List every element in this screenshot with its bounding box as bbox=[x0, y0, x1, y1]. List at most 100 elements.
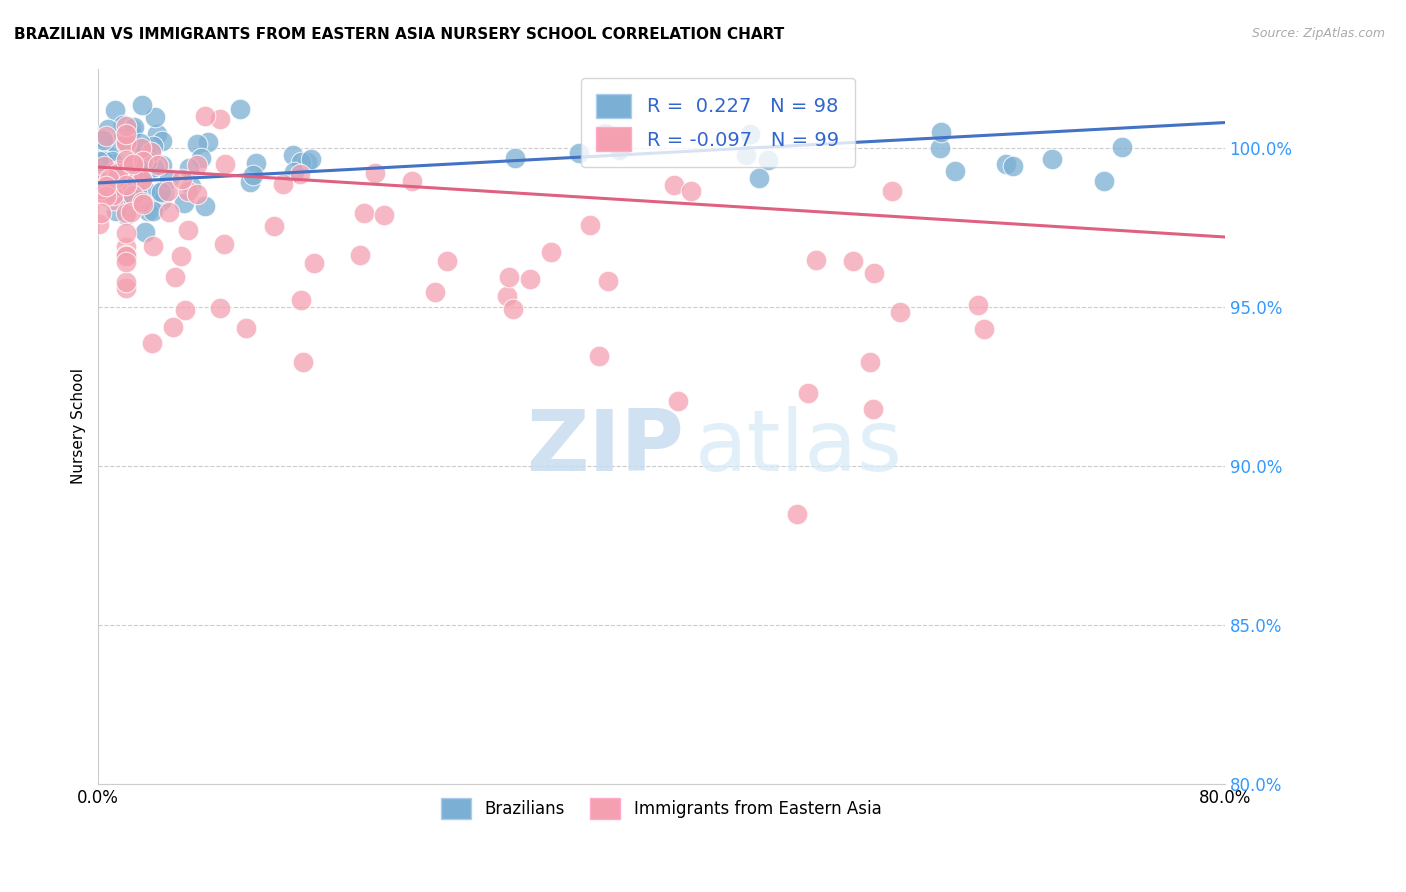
Point bbox=[163, 269, 186, 284]
Point bbox=[135, 139, 157, 153]
Point bbox=[131, 154, 153, 169]
Point bbox=[104, 136, 127, 151]
Point bbox=[105, 178, 128, 193]
Point bbox=[804, 253, 827, 268]
Point bbox=[114, 130, 136, 145]
Point bbox=[882, 184, 904, 198]
Point bbox=[610, 141, 633, 155]
Point bbox=[141, 336, 163, 351]
Point bbox=[143, 161, 166, 175]
Point bbox=[97, 184, 120, 198]
Point bbox=[129, 136, 152, 151]
Point bbox=[94, 179, 117, 194]
Point bbox=[89, 153, 111, 168]
Point bbox=[115, 120, 138, 134]
Point bbox=[967, 297, 990, 311]
Point bbox=[122, 188, 145, 202]
Point bbox=[115, 136, 138, 150]
Point bbox=[89, 176, 111, 190]
Point bbox=[134, 225, 156, 239]
Point bbox=[135, 154, 157, 169]
Point bbox=[91, 167, 114, 181]
Point bbox=[142, 239, 165, 253]
Point bbox=[136, 204, 159, 219]
Point bbox=[131, 173, 153, 187]
Point bbox=[173, 195, 195, 210]
Legend: Brazilians, Immigrants from Eastern Asia: Brazilians, Immigrants from Eastern Asia bbox=[434, 792, 889, 825]
Point bbox=[502, 301, 524, 316]
Point bbox=[146, 158, 169, 172]
Point bbox=[170, 249, 193, 263]
Point bbox=[186, 186, 208, 201]
Point bbox=[498, 269, 520, 284]
Point bbox=[401, 174, 423, 188]
Point bbox=[93, 153, 115, 168]
Point bbox=[104, 170, 127, 185]
Point bbox=[364, 166, 387, 180]
Point bbox=[162, 320, 184, 334]
Point bbox=[93, 163, 115, 178]
Point bbox=[150, 184, 173, 198]
Point bbox=[150, 158, 173, 172]
Point bbox=[131, 97, 153, 112]
Point bbox=[89, 217, 111, 231]
Point bbox=[519, 272, 541, 286]
Point bbox=[146, 127, 169, 141]
Point bbox=[107, 163, 129, 178]
Point bbox=[107, 175, 129, 189]
Point bbox=[858, 355, 880, 369]
Point bbox=[738, 128, 761, 142]
Point bbox=[607, 143, 630, 157]
Point bbox=[107, 166, 129, 180]
Point bbox=[197, 135, 219, 149]
Point bbox=[121, 155, 143, 169]
Point bbox=[290, 155, 312, 169]
Point bbox=[100, 186, 122, 201]
Point bbox=[104, 203, 127, 218]
Point bbox=[143, 111, 166, 125]
Point bbox=[186, 136, 208, 151]
Point bbox=[299, 153, 322, 167]
Point bbox=[105, 154, 128, 169]
Point bbox=[588, 349, 610, 363]
Point bbox=[503, 151, 526, 165]
Point bbox=[115, 127, 138, 141]
Point bbox=[786, 507, 808, 521]
Point bbox=[190, 151, 212, 165]
Point bbox=[239, 175, 262, 189]
Point bbox=[114, 193, 136, 207]
Point bbox=[104, 103, 127, 117]
Point bbox=[105, 177, 128, 191]
Point bbox=[242, 168, 264, 182]
Point bbox=[436, 254, 458, 268]
Point bbox=[115, 226, 138, 240]
Point bbox=[245, 156, 267, 170]
Point bbox=[114, 208, 136, 222]
Text: Source: ZipAtlas.com: Source: ZipAtlas.com bbox=[1251, 27, 1385, 40]
Point bbox=[598, 274, 620, 288]
Point bbox=[302, 256, 325, 270]
Point bbox=[94, 189, 117, 203]
Point bbox=[995, 157, 1018, 171]
Point bbox=[157, 205, 180, 219]
Point bbox=[97, 174, 120, 188]
Point bbox=[149, 194, 172, 208]
Point bbox=[756, 153, 779, 168]
Point bbox=[679, 184, 702, 198]
Point bbox=[174, 302, 197, 317]
Point bbox=[568, 146, 591, 161]
Point bbox=[152, 134, 174, 148]
Text: atlas: atlas bbox=[695, 406, 903, 489]
Point bbox=[115, 153, 138, 168]
Point bbox=[1040, 152, 1063, 166]
Point bbox=[114, 188, 136, 202]
Point bbox=[114, 178, 136, 192]
Point bbox=[593, 126, 616, 140]
Point bbox=[108, 174, 131, 188]
Point bbox=[131, 172, 153, 186]
Point bbox=[124, 187, 146, 202]
Point bbox=[209, 301, 232, 316]
Point bbox=[290, 167, 312, 181]
Point bbox=[115, 165, 138, 179]
Point bbox=[176, 223, 198, 237]
